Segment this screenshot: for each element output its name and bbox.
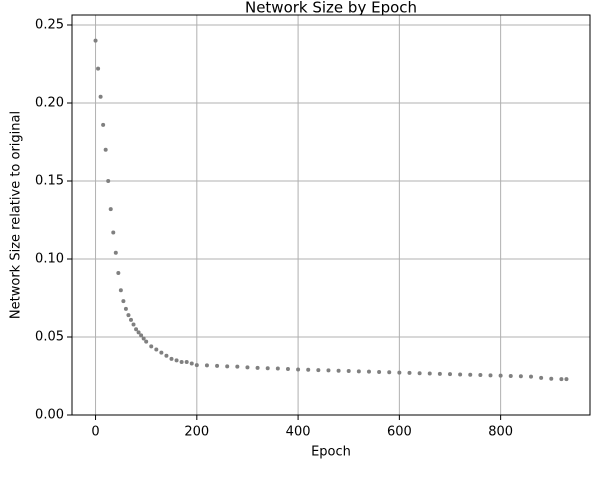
point <box>225 364 230 369</box>
point <box>245 365 250 370</box>
point <box>265 366 270 371</box>
point <box>108 207 113 212</box>
point <box>128 317 133 322</box>
x-tick-label: 800 <box>488 425 513 440</box>
point <box>141 336 146 341</box>
point <box>417 371 422 376</box>
point <box>131 322 136 327</box>
point <box>285 366 290 371</box>
point <box>194 363 199 368</box>
x-tick-label: 600 <box>387 425 412 440</box>
point <box>529 374 534 379</box>
point <box>96 66 101 71</box>
point <box>366 369 371 374</box>
point <box>468 372 473 377</box>
point <box>154 347 159 352</box>
point <box>427 371 432 376</box>
point <box>215 363 220 368</box>
point <box>144 339 149 344</box>
point <box>387 370 392 375</box>
x-axis-label: Epoch <box>311 445 351 460</box>
point <box>116 271 121 276</box>
point <box>101 122 106 127</box>
point <box>316 368 321 373</box>
point <box>235 364 240 369</box>
point <box>118 288 123 293</box>
point <box>255 365 260 370</box>
y-tick-label: 0.00 <box>35 408 64 423</box>
point <box>121 299 126 304</box>
point <box>164 353 169 358</box>
point <box>549 376 554 381</box>
point <box>326 368 331 373</box>
point <box>488 373 493 378</box>
point <box>184 359 189 364</box>
chart-title: Network Size by Epoch <box>245 0 417 17</box>
point <box>159 350 164 355</box>
point <box>458 372 463 377</box>
point <box>123 306 128 311</box>
x-tick-label: 0 <box>91 425 99 440</box>
point <box>275 366 280 371</box>
point <box>447 372 452 377</box>
point <box>346 369 351 374</box>
point <box>174 358 179 363</box>
point <box>407 370 412 375</box>
point <box>111 230 116 235</box>
point <box>113 250 118 255</box>
point <box>306 367 311 372</box>
point <box>559 377 564 382</box>
point <box>103 147 108 152</box>
point <box>98 94 103 99</box>
point <box>508 373 513 378</box>
point <box>106 178 111 183</box>
x-tick-label: 200 <box>184 425 209 440</box>
point <box>296 367 301 372</box>
point <box>377 369 382 374</box>
point <box>136 330 141 335</box>
point <box>169 356 174 361</box>
point <box>478 373 483 378</box>
point <box>518 374 523 379</box>
y-axis-label: Network Size relative to original <box>9 111 24 319</box>
point <box>437 371 442 376</box>
y-tick-label: 0.10 <box>35 251 64 266</box>
y-tick-label: 0.25 <box>35 17 64 32</box>
point <box>134 327 139 332</box>
y-tick-label: 0.15 <box>35 173 64 188</box>
y-tick-label: 0.05 <box>35 329 64 344</box>
point <box>204 363 209 368</box>
point <box>397 370 402 375</box>
point <box>336 368 341 373</box>
point <box>356 369 361 374</box>
point <box>564 377 569 382</box>
point <box>93 38 98 43</box>
x-tick-label: 400 <box>286 425 311 440</box>
point <box>179 359 184 364</box>
point <box>139 333 144 338</box>
point <box>498 373 503 378</box>
point <box>539 375 544 380</box>
point <box>126 313 131 318</box>
point <box>189 361 194 366</box>
point <box>149 344 154 349</box>
y-tick-label: 0.20 <box>35 95 64 110</box>
plot-frame <box>71 14 591 416</box>
